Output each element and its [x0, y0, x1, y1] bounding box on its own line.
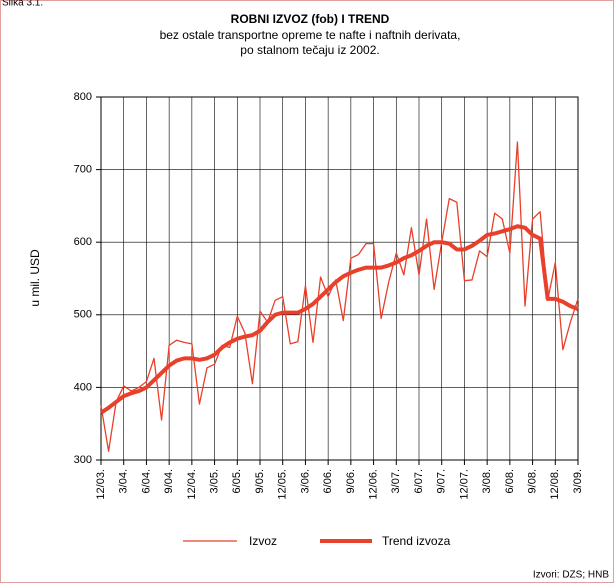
x-tick-label: 3/05. [208, 469, 220, 493]
figure-label: Slika 3.1. [2, 0, 43, 9]
chart-subtitle: bez ostale transportne opreme te nafte i… [160, 28, 461, 42]
series-line [100, 141, 579, 452]
y-tick-label: 700 [74, 164, 92, 176]
x-tick-label: 9/07. [436, 469, 448, 493]
y-tick-label: 500 [74, 309, 92, 321]
y-tick-label: 300 [74, 454, 92, 466]
x-tick-label: 3/08. [481, 469, 493, 493]
x-tick-label: 12/06. [367, 469, 379, 500]
x-tick-label: 6/08. [504, 469, 516, 493]
y-tick-label: 400 [74, 381, 92, 393]
x-tick-label: 9/08. [526, 469, 538, 493]
y-tick-label: 800 [74, 91, 92, 103]
legend-label: Izvoz [249, 534, 277, 548]
x-tick-label: 6/06. [322, 469, 334, 493]
x-tick-label: 9/06. [345, 469, 357, 493]
x-tick-label: 12/05. [277, 469, 289, 500]
x-tick-label: 9/05. [254, 469, 266, 493]
x-tick-label: 3/07. [390, 469, 402, 493]
x-tick-label: 6/07. [413, 469, 425, 493]
chart-title: ROBNI IZVOZ (fob) I TREND [231, 12, 390, 26]
plot-border [100, 96, 579, 461]
x-tick-label: 6/05. [231, 469, 243, 493]
x-tick-label: 12/04. [186, 469, 198, 500]
x-tick-label: 6/04. [140, 469, 152, 493]
x-tick-label: 12/07. [458, 469, 470, 500]
x-tick-label: 3/06. [299, 469, 311, 493]
x-tick-label: 9/04. [163, 469, 175, 493]
x-tick-label: 3/09. [572, 469, 584, 493]
x-tick-label: 3/04. [118, 469, 130, 493]
x-tick-label: 12/03. [95, 469, 107, 500]
series-line [99, 224, 579, 415]
legend-label: Trend izvoza [382, 534, 451, 548]
chart-subtitle: po stalnom tečaju iz 2002. [240, 43, 379, 57]
y-axis-label: u mil. USD [28, 249, 42, 307]
x-tick-label: 12/08. [549, 469, 561, 500]
y-tick-label: 600 [74, 236, 92, 248]
source: Izvori: DZS; HNB [533, 570, 609, 581]
